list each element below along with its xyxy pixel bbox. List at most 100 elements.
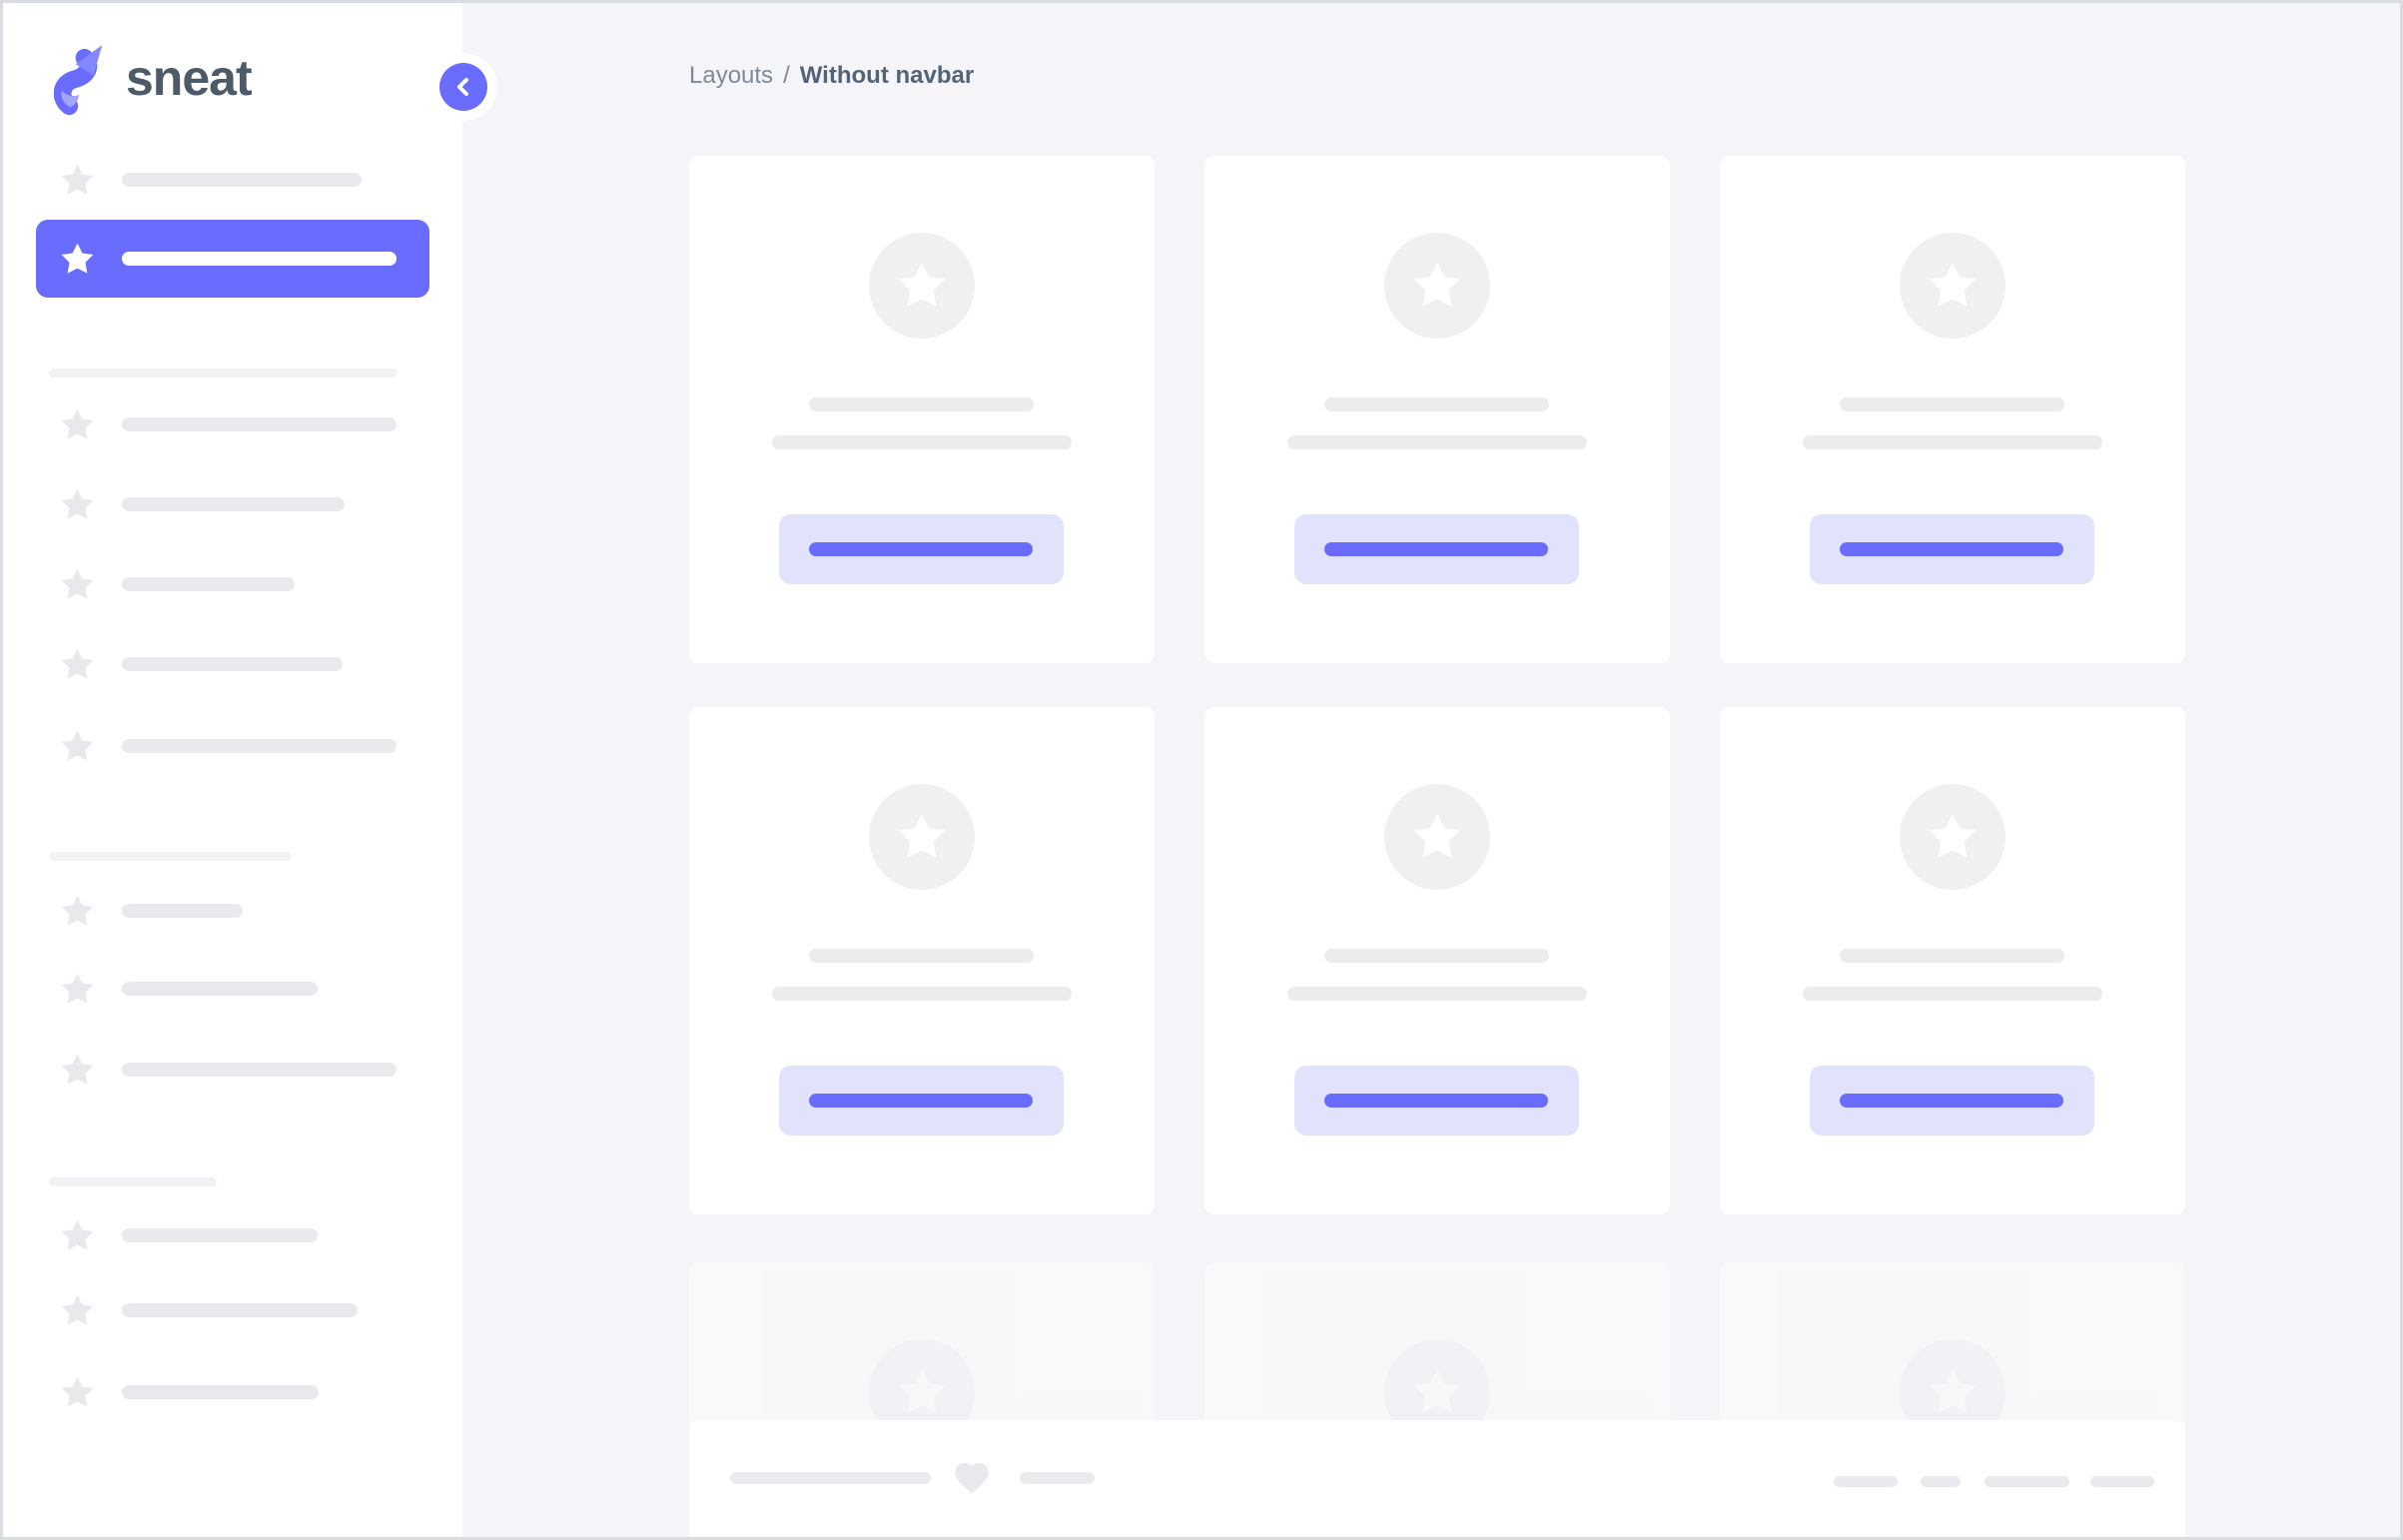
sidebar-section-divider: [49, 1177, 217, 1186]
skeleton-label-bar: [122, 982, 318, 996]
button-label-placeholder: [809, 1094, 1033, 1108]
button-label-placeholder: [809, 542, 1033, 556]
avatar-circle: [1900, 233, 2005, 339]
sidebar-item[interactable]: [3, 1352, 462, 1432]
skeleton-text-line: [1803, 987, 2102, 1001]
sidebar-item[interactable]: [3, 385, 462, 464]
breadcrumb-section[interactable]: Layouts: [689, 62, 774, 89]
star-icon: [59, 486, 96, 523]
sidebar: sneat: [3, 3, 462, 1537]
card-button[interactable]: [1810, 514, 2094, 584]
sidebar-item[interactable]: [3, 464, 462, 544]
breadcrumb-separator: /: [783, 62, 790, 89]
star-icon: [59, 893, 96, 930]
skeleton-text-line: [772, 987, 1072, 1001]
avatar-circle: [869, 233, 975, 339]
star-icon: [59, 971, 96, 1008]
chevron-left-icon: [449, 73, 477, 101]
avatar-circle: [1900, 784, 2005, 890]
card-button[interactable]: [1294, 514, 1579, 584]
skeleton-label-bar: [122, 577, 295, 591]
placeholder-card: [689, 707, 1155, 1214]
card-button[interactable]: [779, 1066, 1064, 1136]
placeholder-card: [1204, 707, 1670, 1214]
heart-icon: [950, 1458, 994, 1498]
sidebar-section-divider: [49, 852, 292, 861]
skeleton-text-line: [1287, 987, 1587, 1001]
sidebar-item[interactable]: [3, 1030, 462, 1110]
star-icon: [895, 810, 949, 864]
skeleton-label-bar: [122, 904, 243, 918]
star-icon: [59, 406, 96, 443]
sneat-logo-icon: [53, 40, 110, 116]
app-logo[interactable]: sneat: [53, 40, 253, 116]
skeleton-text-line: [809, 397, 1034, 411]
skeleton-label-bar: [122, 739, 397, 753]
skeleton-text-line: [1324, 397, 1549, 411]
sidebar-item[interactable]: [3, 140, 462, 220]
star-icon: [59, 566, 96, 603]
placeholder-card: [1204, 156, 1670, 663]
skeleton-text-line: [1803, 435, 2102, 449]
skeleton-label-bar: [122, 1228, 318, 1242]
card-button[interactable]: [1294, 1066, 1579, 1136]
footer-link-placeholder[interactable]: [1985, 1476, 2069, 1487]
avatar-circle: [869, 784, 975, 890]
footer-link-placeholder[interactable]: [1921, 1476, 1961, 1487]
sidebar-item[interactable]: [3, 949, 462, 1029]
button-label-placeholder: [1324, 1094, 1548, 1108]
skeleton-label-bar: [122, 417, 397, 431]
sidebar-item[interactable]: [3, 624, 462, 704]
star-icon: [1410, 259, 1464, 313]
star-icon: [1926, 810, 1980, 864]
star-icon: [59, 1292, 96, 1329]
sidebar-item[interactable]: [3, 1270, 462, 1350]
skeleton-label-bar: [122, 1063, 397, 1077]
footer-skeleton-line: [1020, 1472, 1095, 1484]
star-icon: [59, 1052, 96, 1089]
footer: [689, 1420, 2185, 1537]
breadcrumb-current: Without navbar: [799, 62, 975, 89]
skeleton-text-line: [772, 435, 1072, 449]
star-icon: [59, 646, 96, 683]
star-icon: [1926, 1365, 1980, 1419]
star-icon: [59, 162, 96, 199]
star-icon: [59, 728, 96, 765]
skeleton-label-bar: [122, 657, 343, 671]
star-icon: [1410, 1365, 1464, 1419]
skeleton-text-line: [1287, 435, 1587, 449]
card-button[interactable]: [1810, 1066, 2094, 1136]
card-button[interactable]: [779, 514, 1064, 584]
sidebar-item[interactable]: [3, 544, 462, 624]
star-icon: [895, 259, 949, 313]
star-icon: [1410, 810, 1464, 864]
button-label-placeholder: [1840, 542, 2063, 556]
footer-skeleton-line: [730, 1472, 931, 1484]
skeleton-text-line: [809, 949, 1034, 963]
placeholder-card: [1720, 156, 2185, 663]
footer-link-placeholder[interactable]: [1834, 1476, 1898, 1487]
star-icon: [59, 1374, 96, 1411]
button-label-placeholder: [1840, 1094, 2063, 1108]
avatar-circle: [1384, 233, 1490, 339]
star-icon: [59, 241, 96, 278]
footer-link-placeholder[interactable]: [2090, 1476, 2154, 1487]
sidebar-item[interactable]: [3, 706, 462, 786]
logo-text: sneat: [126, 50, 253, 106]
placeholder-card: [1720, 707, 2185, 1214]
star-icon: [895, 1365, 949, 1419]
sidebar-item-active[interactable]: [36, 220, 429, 298]
breadcrumb: Layouts / Without navbar: [689, 58, 974, 94]
sidebar-item[interactable]: [3, 871, 462, 951]
star-icon: [1926, 259, 1980, 313]
placeholder-card: [689, 156, 1155, 663]
skeleton-label-bar: [122, 1303, 358, 1317]
skeleton-label-bar: [122, 1385, 319, 1399]
avatar-circle: [1384, 784, 1490, 890]
skeleton-text-line: [1840, 397, 2064, 411]
sidebar-item[interactable]: [3, 1195, 462, 1275]
sidebar-collapse-button[interactable]: [439, 63, 487, 111]
button-label-placeholder: [1324, 542, 1548, 556]
skeleton-text-line: [1324, 949, 1549, 963]
